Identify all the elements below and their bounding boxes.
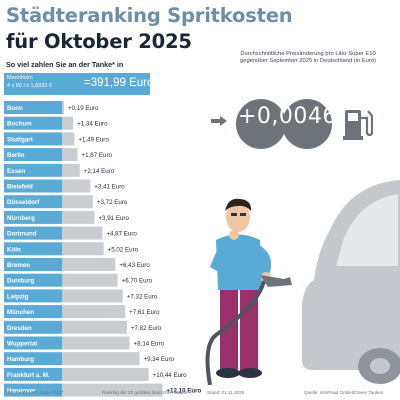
value-label: +1,34 Euro [77,121,108,128]
city-label: Leipzig [7,293,29,300]
city-label-bg [4,352,62,366]
bar [62,352,140,366]
value-label: +1,87 Euro [82,152,113,159]
bar [62,195,93,209]
city-label: Nürnberg [7,215,35,222]
value-label: +1,49 Euro [78,136,109,143]
bar [62,179,91,193]
coin-right [282,99,332,149]
bar [62,305,126,319]
footnote: *für 4 x 60 Liter „Super E10" [6,390,64,395]
source-note: Quelle: infoRoad GmbH/Clever Tanken [304,390,384,395]
city-label-bg [4,305,62,319]
arrow-right-icon [211,116,227,126]
value-label: +0,19 Euro [68,105,99,112]
city-label-bg [4,242,62,256]
change-value: +0,0046 [238,104,337,129]
city-label-bg [4,258,62,271]
bar [62,101,64,114]
reference-box: Mannheim 4 x 60 l x 1,6333 € =391,99 Eur… [4,73,154,95]
bar [62,320,127,334]
fuel-pump-icon [343,110,373,140]
bar [62,273,118,287]
city-label: Bochum [7,121,32,128]
city-label-bg [4,148,62,162]
city-label: Bonn [7,105,23,112]
city-label-bg [4,273,62,287]
value-label: +6,43 Euro [119,262,150,269]
city-label-bg [4,179,62,193]
value-label: +8,14 Euro [134,341,165,348]
value-label: +7,61 Euro [129,309,160,316]
value-label: +7,82 Euro [131,325,162,332]
city-label-bg [4,383,62,397]
city-label: Essen [7,168,25,175]
value-label: +3,41 Euro [94,184,125,191]
city-label-bg [4,195,62,209]
value-label: +3,72 Euro [97,199,128,206]
bar [62,226,103,240]
reference-value: =391,99 Euro [84,77,154,89]
bar [62,148,78,162]
date-note: Stand: 01.11.2025 [207,390,245,395]
value-label: +10,44 Euro [153,372,187,379]
city-label-bg [4,320,62,334]
value-label: +3,91 Euro [98,215,129,222]
title-line-1: Städteranking Spritkosten [6,4,293,27]
city-label-bg [4,336,62,350]
bar [62,242,104,256]
coin-left [236,99,286,149]
change-description: Durchschnittliche Preisänderung pro Lite… [240,51,376,65]
city-label: Dresden [7,325,32,332]
value-label: +12,10 Euro [166,388,201,395]
reference-calc: 4 x 60 l x 1,6333 € [7,83,52,89]
city-label: Bremen [7,262,30,269]
value-label: +4,87 Euro [106,231,137,238]
city-label-bg [4,289,62,303]
subtitle: So viel zahlen Sie an der Tanke* in [6,60,124,69]
city-label: Hamburg [7,356,34,363]
city-label: München [7,309,34,316]
bar [62,367,149,381]
city-label-bg [4,226,62,240]
bar [62,289,123,303]
value-label: +2,14 Euro [84,168,115,175]
city-label: Stuttgart [7,136,33,143]
city-label-bg [4,210,62,224]
bar [62,116,74,130]
city-label: Hannover [7,388,36,395]
city-label-bg [4,132,62,146]
man-with-nozzle-illustration [205,198,292,385]
city-label: Frankfurt a. M. [7,372,50,379]
bar [62,210,95,224]
bar [62,336,130,350]
city-label: Dortmund [7,231,37,238]
value-label: +9,34 Euro [144,356,175,363]
city-label-bg [4,116,62,130]
city-label-bg [4,101,62,114]
city-label-bg [4,367,62,381]
city-label: Bielefeld [7,184,33,191]
city-label: Berlin [7,152,25,159]
city-label: Duisburg [7,278,34,285]
reference-city: Mannheim [7,75,33,81]
value-label: +6,70 Euro [122,278,153,285]
bar [62,383,163,397]
bar [62,258,116,271]
title-line-2: für Oktober 2025 [6,30,192,53]
car-silhouette-illustration [302,180,400,384]
city-label-bg [4,163,62,177]
value-label: +5,02 Euro [108,246,139,253]
city-label: Wuppertal [7,341,37,348]
bar [62,132,75,146]
bar [62,163,80,177]
city-label: Düsseldorf [7,199,40,206]
value-label: +7,32 Euro [127,293,158,300]
ranking-note: Ranking der 20 größten deutschen Städte [102,390,188,395]
city-label: Köln [7,246,21,253]
